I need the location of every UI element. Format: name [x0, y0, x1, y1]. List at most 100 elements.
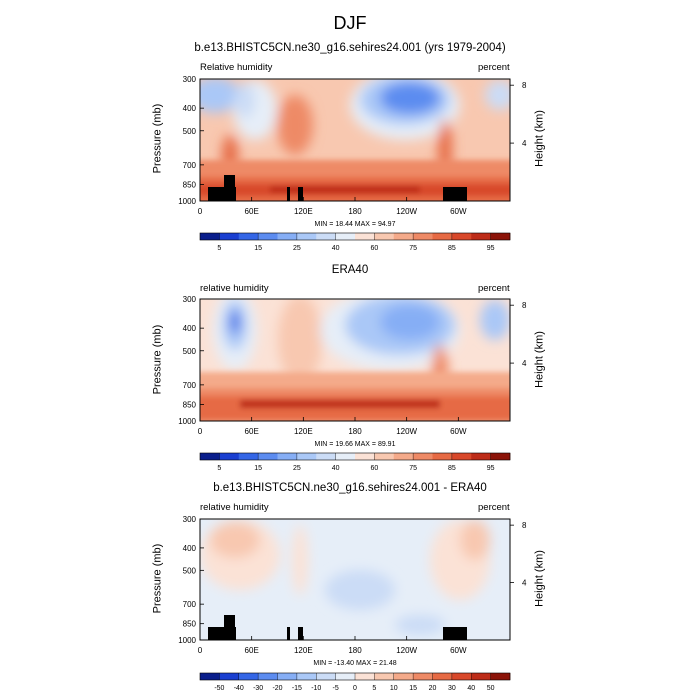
panel-2-colorbar-swatch: [219, 453, 240, 460]
panel-3-y2-tick-label: 8: [522, 521, 527, 530]
panel-1-terrain: [208, 175, 467, 201]
panel-2-y-tick-label: 300: [183, 295, 197, 304]
panel-3-y-tick-label: 500: [183, 566, 197, 575]
panel-1-terrain-block: [443, 187, 467, 201]
panel-1-dry-indian-core: [235, 82, 255, 118]
panel-1-colorbar-swatch: [277, 233, 298, 240]
panel-2-y-tick-label: 850: [183, 401, 197, 410]
panel-2-colorbar-swatch: [413, 453, 433, 460]
panel-2-x-tick-label: 60E: [245, 427, 259, 436]
panel-3-y-tick-label: 400: [183, 544, 197, 553]
panel-2-title: ERA40: [331, 264, 369, 276]
panel-2-colorbar-label: 5: [217, 465, 221, 472]
panel-1-terrain-block: [298, 187, 303, 201]
panel-2-colorbar-swatch: [490, 453, 511, 460]
panel-1-y2-tick-label: 4: [522, 139, 527, 148]
panel-3-x-tick-label: 180: [348, 646, 362, 655]
panel-3-colorbar-swatch: [374, 673, 395, 680]
panel-3-x-tick-label: 60E: [245, 646, 259, 655]
panel-1-y-tick-label: 400: [183, 104, 197, 113]
panel-1-title: b.e13.BHISTC5CN.ne30_g16.sehires24.001 (…: [194, 42, 506, 54]
panel-2-colorbar-label: 85: [448, 465, 456, 472]
panel-1-colorbar-swatch: [200, 233, 220, 240]
panel-3-colorbar-swatch: [316, 673, 336, 680]
panel-1-x-tick-label: 120W: [396, 207, 417, 216]
panel-2-colorbar-label: 25: [293, 465, 301, 472]
panel-2-colorbar-label: 40: [332, 465, 340, 472]
panel-3-colorbar-label: 5: [372, 685, 376, 692]
panel-3-y-tick-label: 300: [183, 515, 197, 524]
panel-1-colorbar-swatch: [451, 233, 472, 240]
panel-1-colorbar-swatch: [316, 233, 336, 240]
panel-2-colorbar-swatch: [258, 453, 278, 460]
panel-2-colorbar-label: 75: [409, 465, 417, 472]
panel-3-y2-tick-label: 4: [522, 579, 527, 588]
panel-3-colorbar-label: -50: [214, 685, 224, 692]
panel-1-colorbar-label: 5: [217, 245, 221, 252]
panel-1-y-tick-label: 850: [183, 181, 197, 190]
panel-3-x-tick-label: 0: [198, 646, 203, 655]
panel-1-x-tick-label: 180: [348, 207, 362, 216]
panel-2-units-label: percent: [478, 283, 510, 294]
panel-1-colorbar-swatch: [393, 233, 414, 240]
panel-3-positive-west-core: [210, 522, 260, 558]
panel-2-y2-tick-label: 8: [522, 301, 527, 310]
panel-2-x-tick-label: 180: [348, 427, 362, 436]
panel-3-field: [200, 519, 510, 640]
panel-1-colorbar-label: 40: [332, 245, 340, 252]
panel-3-colorbar-label: -30: [253, 685, 263, 692]
panel-1-units-label: percent: [478, 62, 510, 73]
panel-2-colorbar-frame: [199, 452, 511, 461]
panel-3-terrain-block: [443, 627, 467, 640]
panel-3-title: b.e13.BHISTC5CN.ne30_g16.sehires24.001 -…: [213, 482, 487, 494]
panel-3-x-tick-label: 120W: [396, 646, 417, 655]
panel-3-colorbar-swatch: [335, 673, 356, 680]
panel-1-dry-pacific-core: [380, 82, 440, 114]
panel-2-dry-east: [480, 300, 510, 340]
panel-2-colorbar-swatch: [451, 453, 472, 460]
panel-3-colorbar-swatch: [296, 673, 317, 680]
panel-1-colorbar-swatch: [238, 233, 259, 240]
panel-1-colorbar-label: 75: [409, 245, 417, 252]
panel-1-colorbar-swatch: [355, 233, 375, 240]
panel-1-colorbar-label: 95: [487, 245, 495, 252]
panel-2-x-tick-label: 120W: [396, 427, 417, 436]
panel-1-colorbar-swatch: [432, 233, 453, 240]
panel-3-colorbar-swatch: [277, 673, 298, 680]
panel-3-colorbar-label: -10: [311, 685, 321, 692]
panel-2-colorbar-swatch: [277, 453, 298, 460]
panel-2-colorbar-label: 60: [370, 465, 378, 472]
panel-2-y-tick-label: 1000: [178, 417, 196, 426]
panel-3-colorbar-label: 20: [429, 685, 437, 692]
panel-3-colorbar-swatch: [471, 673, 491, 680]
panel-3-colorbar-label: 30: [448, 685, 456, 692]
panel-3-colorbar-label: 40: [467, 685, 475, 692]
panel-2-colorbar-swatch: [316, 453, 336, 460]
panel-3-terrain: [208, 615, 467, 640]
panel-3-colorbar-label: -5: [333, 685, 339, 692]
panel-1-moist-maritime: [277, 95, 313, 155]
panel-1-y-tick-label: 1000: [178, 197, 196, 206]
panel-3-colorbar-swatch: [393, 673, 414, 680]
panel-3-colorbar-swatch: [451, 673, 472, 680]
panel-1-dry-east: [485, 80, 510, 110]
page-title: DJF: [333, 13, 367, 33]
panel-3-terrain-block: [298, 627, 303, 640]
panel-2-y-tick-label: 400: [183, 324, 197, 333]
panel-3-negative-pacific: [325, 570, 395, 610]
panel-2-colorbar-swatch: [393, 453, 414, 460]
panel-3-colorbar-swatch: [258, 673, 278, 680]
panel-1-y-tick-label: 700: [183, 161, 197, 170]
panel-1-colorbar-swatch: [413, 233, 433, 240]
panel-3-stats: MIN = -13.40 MAX = 21.48: [313, 660, 397, 667]
panel-3-colorbar-swatch: [490, 673, 511, 680]
panel-3-colorbar-swatch: [432, 673, 453, 680]
panel-2-field: [200, 299, 510, 421]
panel-2-colorbar-label: 95: [487, 465, 495, 472]
panel-2-colorbar-swatch: [200, 453, 220, 460]
panel-1-colorbar-label: 85: [448, 245, 456, 252]
panel-1-colorbar-label: 60: [370, 245, 378, 252]
panel-3-positive-east-core: [460, 520, 490, 560]
panel-1-y-tick-label: 300: [183, 75, 197, 84]
panel-3-colorbar-swatch: [238, 673, 259, 680]
